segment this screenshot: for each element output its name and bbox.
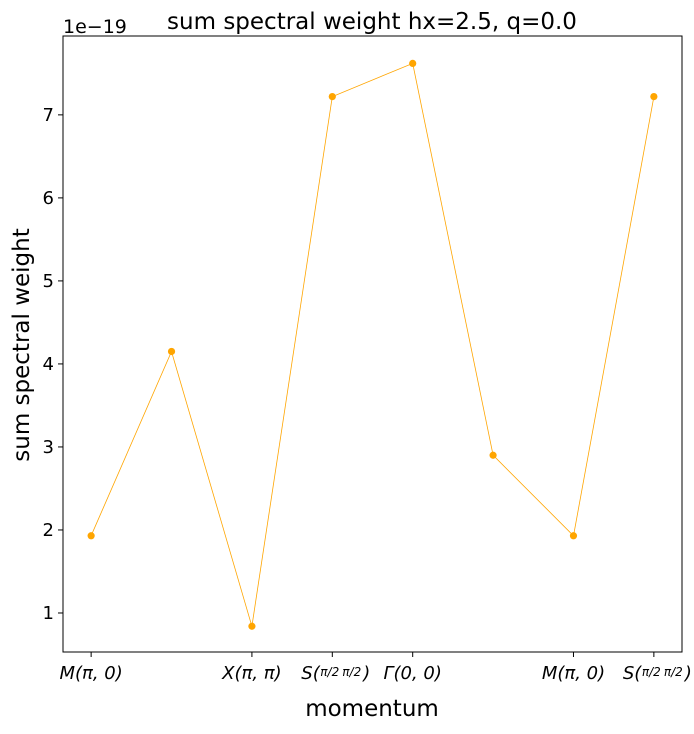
x-tick-label-suffix: ) <box>361 663 370 684</box>
x-tick-label: S(π/2 π/2) <box>301 663 370 684</box>
y-tick-label: 1 <box>43 603 54 624</box>
y-tick-label: 7 <box>43 105 54 126</box>
y-scale-label: 1e−19 <box>63 16 127 38</box>
x-tick-label-prefix: S( <box>301 663 320 684</box>
x-tick-label-fraction: π/2 <box>342 665 361 679</box>
x-tick-label: Γ(0, 0) <box>383 663 441 684</box>
y-tick-label: 2 <box>43 520 54 541</box>
data-point <box>650 93 658 101</box>
y-tick-label: 6 <box>43 188 54 209</box>
y-axis-label: sum spectral weight <box>9 228 35 461</box>
x-tick-label-prefix: S( <box>623 663 642 684</box>
data-point <box>569 532 578 540</box>
x-tick-label-fraction: π/2 <box>320 665 339 679</box>
x-tick-label: M(π, 0) <box>59 663 122 684</box>
data-point <box>409 59 417 67</box>
x-tick-label-fraction: π/2 <box>664 665 683 679</box>
x-tick-label-fraction: π/2 <box>642 665 661 679</box>
y-tick-label: 4 <box>43 354 54 375</box>
data-point <box>328 93 336 101</box>
y-tick-label: 5 <box>43 271 54 292</box>
chart-title: sum spectral weight hx=2.5, q=0.0 <box>167 9 577 35</box>
x-tick-label-suffix: ) <box>683 663 692 684</box>
plot-frame <box>62 35 683 653</box>
x-tick-label: X(π, π) <box>221 663 282 684</box>
data-point <box>489 451 497 459</box>
data-point <box>248 622 256 630</box>
data-point <box>87 532 95 540</box>
x-axis-label: momentum <box>305 696 439 722</box>
data-point <box>167 347 176 356</box>
y-tick-label: 3 <box>43 437 54 458</box>
x-tick-label: S(π/2 π/2) <box>623 663 692 684</box>
x-tick-label: M(π, 0) <box>542 663 605 684</box>
series-line <box>90 62 655 627</box>
